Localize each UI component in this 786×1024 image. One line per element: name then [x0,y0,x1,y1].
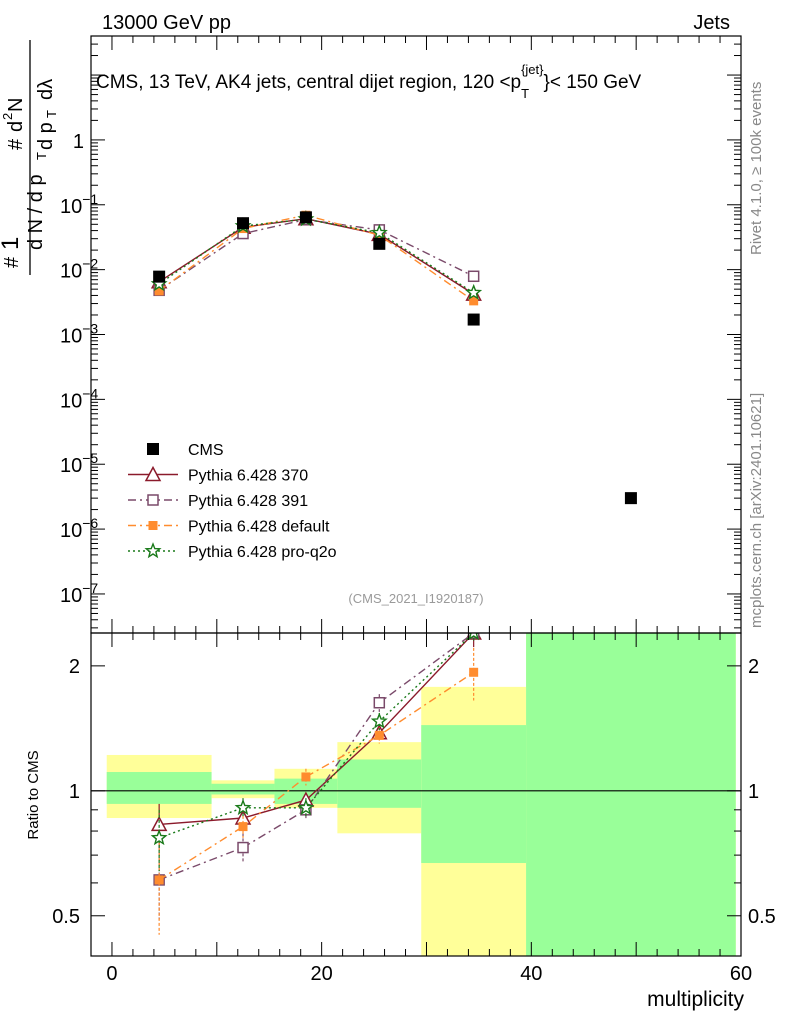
ratio-point-pythia-6-428-default [238,822,248,832]
ratio-line-pythia-6-428-default [158,671,475,881]
svg-text:#: # [1,256,23,268]
ratio-point-pythia-6-428-default [374,730,384,740]
ratio-y-tick-label-left: 2 [69,656,80,678]
legend-label-cms: CMS [188,442,224,459]
x-tick-label: 40 [520,963,542,985]
y-tick-label: 1 [73,131,84,153]
y-tick-label: 10−5 [60,450,98,477]
mcplots-label: mcplots.cern.ch [arXiv:2401.10621] [748,393,765,628]
plot-title: CMS, 13 TeV, AK4 jets, central dijet reg… [96,62,642,101]
legend-marker-pythia-6-428-370 [144,465,162,482]
x-tick-label: 60 [730,963,752,985]
point-pythia-6-428-default [469,296,479,306]
legend-marker-pythia-6-428-391 [147,494,159,506]
ratio-y-tick-label-right: 0.5 [748,906,776,928]
ratio-y-axis-label: Ratio to CMS [25,750,42,839]
energy-label: 13000 GeV pp [102,12,231,34]
svg-text:dλ: dλ [35,79,57,100]
point-cms [373,237,386,250]
legend-label-pythia-6-428-pro-q2o: Pythia 6.428 pro-q2o [188,544,337,561]
y-tick-label: 10−3 [60,321,98,348]
point-cms [467,313,480,326]
svg-text:T: T [44,110,59,118]
legend-marker-pythia-6-428-default [148,521,158,530]
ratio-y-tick-label-left: 1 [69,781,80,803]
ratio-uncertainty-bands [91,633,741,956]
green-band [337,759,422,808]
ratio-frame [90,632,742,957]
svg-text:T: T [34,152,49,160]
ratio-point-pythia-6-428-pro-q2o [297,798,315,816]
svg-text:d p: d p [35,122,57,150]
point-pythia-6-428-pro-q2o [465,283,483,300]
point-cms [624,492,637,505]
svg-text:d N / d p: d N / d p [25,174,47,250]
legend-label-pythia-6-428-370: Pythia 6.428 370 [188,468,308,485]
y-tick-label: 10−2 [60,256,98,283]
ratio-point-pythia-6-428-391 [237,841,249,854]
axes: 10−7 10−6 10−5 10−4 10−3 10−2 10−1 1 0 20 40 60 0.5 0… [52,35,776,985]
ratio-point-pythia-6-428-pro-q2o [370,712,388,729]
ratio-point-pythia-6-428-391 [373,696,386,709]
green-band [211,783,275,795]
svg-text:#: # [5,138,27,150]
ratio-point-pythia-6-428-default [469,667,479,677]
y-tick-label: 10−7 [60,580,98,607]
ratio-point-pythia-6-428-default [301,772,311,782]
ratio-point-pythia-6-428-pro-q2o [234,798,252,816]
green-band [421,725,527,864]
point-cms [153,270,166,283]
legend-marker-cms [147,443,159,455]
x-tick-label: 0 [106,963,117,985]
y-tick-label: 10−1 [60,191,98,218]
y-tick-label: 10−4 [60,385,98,412]
ratio-panel [150,633,482,935]
main-y-axis-label: # 1 d N / d p T # d 2 N d p T dλ [0,40,59,275]
legend-marker-pythia-6-428-pro-q2o [144,542,162,559]
legend: CMS Pythia 6.428 370 Pythia 6.428 391 Pythi… [128,442,337,561]
legend-label-pythia-6-428-391: Pythia 6.428 391 [188,493,308,510]
main-panel [150,210,637,505]
point-cms [237,217,250,230]
x-axis-label: multiplicity [647,988,744,1011]
svg-text:2: 2 [0,113,15,120]
green-band [106,772,212,804]
green-band [526,633,736,956]
ratio-point-pythia-6-428-default [154,875,164,885]
ratio-point-pythia-6-428-pro-q2o [150,828,168,846]
ratio-y-tick-label-left: 0.5 [52,906,80,928]
category-label: Jets [693,12,730,34]
point-cms [299,211,312,224]
ratio-y-tick-label-right: 2 [748,656,759,678]
y-tick-label: 10−6 [60,515,98,542]
ratio-y-tick-label-right: 1 [748,781,759,803]
analysis-watermark: (CMS_2021_I1920187) [348,591,483,606]
x-tick-label: 20 [311,963,333,985]
point-pythia-6-428-default [154,286,164,296]
legend-label-pythia-6-428-default: Pythia 6.428 default [188,519,330,536]
svg-text:N: N [5,98,27,112]
ratio-point-pythia-6-428-pro-q2o [468,633,479,641]
svg-text:d: d [5,121,27,132]
rivet-version-label: Rivet 4.1.0, ≥ 100k events [748,82,765,255]
point-pythia-6-428-pro-q2o [370,223,388,240]
point-pythia-6-428-391 [467,270,480,283]
svg-text:1: 1 [0,237,24,250]
